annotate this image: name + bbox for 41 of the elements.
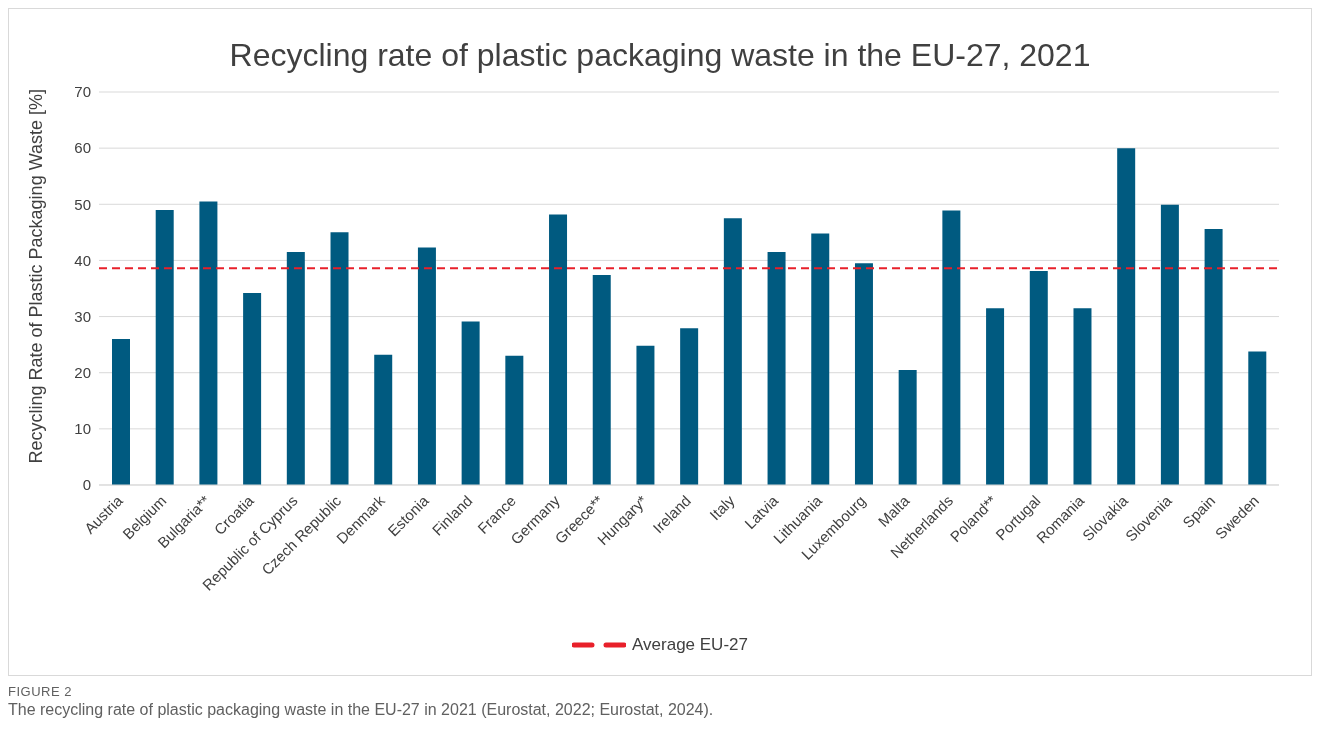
bar <box>505 355 524 485</box>
bar <box>330 232 349 485</box>
y-tick-label: 10 <box>74 420 91 438</box>
bar <box>549 214 568 485</box>
y-tick-label: 40 <box>74 251 91 269</box>
bar <box>723 218 742 485</box>
bar <box>1160 204 1179 485</box>
y-tick-label: 70 <box>74 83 91 101</box>
y-tick-label: 60 <box>74 139 91 157</box>
bar <box>286 252 305 485</box>
y-tick-label: 20 <box>74 364 91 382</box>
bar <box>243 292 262 485</box>
bar <box>374 354 393 485</box>
bar <box>854 263 873 485</box>
bar <box>767 252 786 485</box>
bar <box>942 210 961 485</box>
bar <box>1204 228 1223 485</box>
bar <box>898 369 917 485</box>
bar <box>636 345 655 485</box>
legend-label: Average EU-27 <box>632 635 748 655</box>
y-axis-title: Recycling Rate of Plastic Packaging Waste [%] <box>26 89 47 464</box>
y-tick-label: 50 <box>74 195 91 213</box>
x-tick-label: Italy <box>706 491 738 524</box>
bar <box>1029 271 1048 485</box>
bar <box>417 247 436 485</box>
text: The recycling rate of plastic packaging waste in the EU-27 in 2021 (Eurostat, 2022; Eurostat, 2024). <box>8 701 715 719</box>
bar <box>986 308 1005 485</box>
y-tick-label: 0 <box>82 476 91 494</box>
bar <box>155 209 174 485</box>
bar <box>461 321 480 485</box>
bar <box>1248 351 1267 485</box>
bar <box>1073 308 1092 485</box>
bar <box>811 233 830 485</box>
bar <box>680 328 699 485</box>
caption: FIGURE 2 <box>8 684 73 699</box>
bar <box>199 201 218 485</box>
bar <box>592 275 611 485</box>
bar <box>1117 148 1136 485</box>
bar <box>112 339 130 485</box>
chart-title: Recycling rate of plastic packaging waste in the EU-27, 2021 <box>228 37 1092 74</box>
y-tick-label: 30 <box>74 307 91 325</box>
